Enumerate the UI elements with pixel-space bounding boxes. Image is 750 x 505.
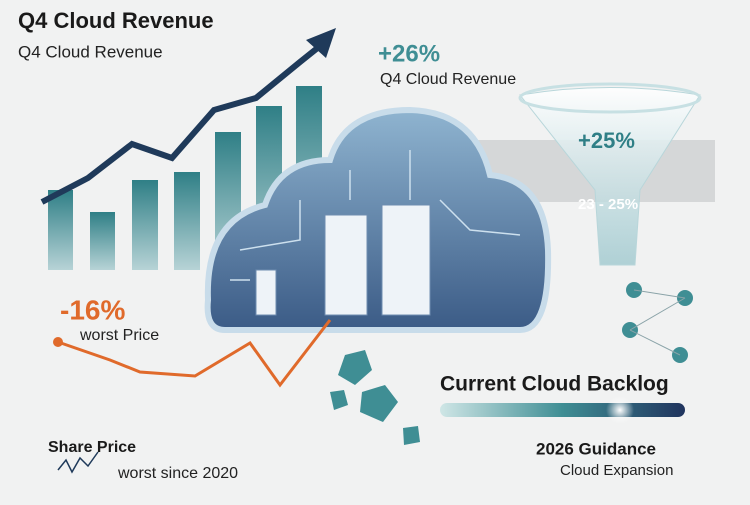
growth-value: +26%	[378, 40, 440, 67]
funnel	[519, 87, 701, 266]
growth-label: Q4 Cloud Revenue	[380, 71, 516, 88]
price-dot	[53, 337, 63, 347]
backlog-bar	[440, 403, 685, 417]
guidance-subtitle: Cloud Expansion	[560, 462, 673, 479]
arrow-head	[306, 28, 336, 58]
share-note: worst since 2020	[117, 465, 238, 482]
funnel-value: +25%	[578, 128, 635, 153]
glow	[606, 396, 634, 424]
backlog-title: Current Cloud Backlog	[440, 373, 669, 396]
network	[629, 289, 686, 356]
cloud	[204, 106, 552, 333]
title: Q4 Cloud Revenue	[18, 8, 214, 33]
funnel-rim	[518, 82, 702, 114]
servers	[255, 204, 431, 316]
trend-arrow	[40, 43, 322, 205]
sparkline-icon	[57, 451, 99, 474]
price-line	[57, 319, 332, 388]
circuits	[230, 150, 521, 281]
funnel-range: 23 - 25%	[578, 196, 638, 213]
drop-label: worst Price	[79, 327, 159, 344]
share-title: Share Price	[48, 439, 136, 456]
guidance-title: 2026 Guidance	[536, 439, 656, 458]
subtitle: Q4 Cloud Revenue	[18, 42, 163, 61]
drop-value: -16%	[60, 294, 125, 325]
